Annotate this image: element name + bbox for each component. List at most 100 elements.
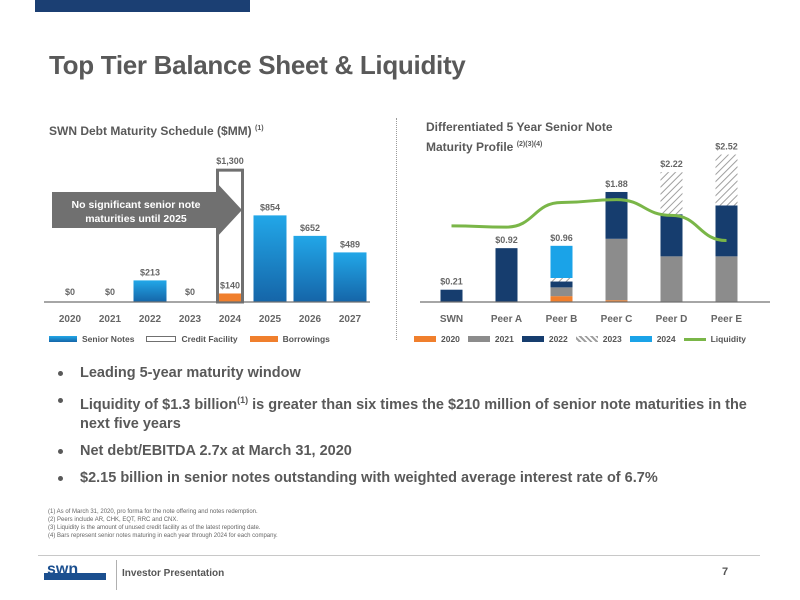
legend-swatch <box>683 337 706 341</box>
no-maturity-callout: No significant senior note maturities un… <box>52 182 242 238</box>
left-chart-title: SWN Debt Maturity Schedule ($MM) (1) <box>49 120 264 140</box>
tick-label: SWN <box>440 314 463 325</box>
data-label: $2.22 <box>660 159 683 169</box>
bar-segment-2022 <box>495 248 518 302</box>
callout-line-1: No significant senior note <box>72 199 201 211</box>
legend-label: 2024 <box>656 334 676 344</box>
tick-label: 2026 <box>299 314 322 325</box>
liquidity-line <box>451 198 727 243</box>
footnote: (2) Peers include AR, CHK, EQT, RRC and … <box>48 517 179 523</box>
right-chart-title-line-2-text: Maturity Profile <box>426 140 514 154</box>
panel-divider <box>396 118 397 340</box>
left-chart-legend: Senior Notes Credit Facility Borrowings <box>49 334 342 344</box>
bar-segment-2021 <box>550 287 573 297</box>
bullet-text: Liquidity of $1.3 billion(1) is greater … <box>80 395 747 432</box>
bullet-item: Net debt/EBITDA 2.7x at March 31, 2020 <box>58 442 758 461</box>
data-label: $1.88 <box>605 179 628 189</box>
legend-label: 2023 <box>602 334 622 344</box>
borrowings-bar <box>219 293 241 302</box>
company-logo: swn <box>44 560 106 580</box>
data-label: $0.96 <box>550 233 573 243</box>
legend-swatch <box>575 336 598 342</box>
data-label: $140 <box>220 280 240 290</box>
bar-segment-2020 <box>605 300 628 302</box>
tick-label: 2025 <box>259 314 282 325</box>
right-chart-title-line-1: Differentiated 5 Year Senior Note <box>426 120 613 134</box>
legend-swatch-borrowings <box>249 336 278 342</box>
tick-label: Peer D <box>656 314 688 325</box>
data-label: $652 <box>300 223 320 233</box>
tick-label: 2027 <box>339 314 362 325</box>
bar-segment-2022 <box>550 281 573 288</box>
bar-segment-2021 <box>605 238 628 301</box>
footer-label: Investor Presentation <box>122 568 225 579</box>
bar-segment-2022 <box>605 191 628 239</box>
page-title: Top Tier Balance Sheet & Liquidity <box>49 50 466 80</box>
total-label-2024: $1,300 <box>216 156 244 166</box>
legend-label-senior-notes: Senior Notes <box>82 334 135 344</box>
footnote: (4) Bars represent senior notes maturing… <box>48 533 278 539</box>
tick-label: 2022 <box>139 314 162 325</box>
legend-item-2022: 2022 <box>521 334 568 344</box>
legend-label: 2021 <box>494 334 514 344</box>
top-accent-bar <box>35 0 250 12</box>
bullet-item: Liquidity of $1.3 billion(1) is greater … <box>58 391 758 434</box>
senior-notes-bar <box>133 280 167 302</box>
right-chart-title: Differentiated 5 Year Senior Note Maturi… <box>426 119 613 156</box>
data-label: $213 <box>140 267 160 277</box>
legend-label: Liquidity <box>710 334 747 344</box>
legend-item-2020: 2020 <box>414 334 460 344</box>
page-number: 7 <box>722 566 729 578</box>
bullet-item: Leading 5-year maturity window <box>58 364 758 383</box>
tick-label: Peer A <box>491 314 522 325</box>
legend-item-liquidity: Liquidity <box>683 334 747 344</box>
bar-segment-2022 <box>660 214 683 257</box>
footnotes: (1) As of March 31, 2020, pro forma for … <box>48 508 278 540</box>
senior-notes-bar <box>253 215 287 302</box>
maturity-schedule-chart: $0 2020 $0 2021 $213 2022 $0 2023 $1,300 $140 2024… <box>44 156 370 325</box>
bullet-footnote-marker: (1) <box>237 395 249 405</box>
legend-item-2021: 2021 <box>467 334 514 344</box>
legend-label-credit-facility: Credit Facility <box>181 334 238 344</box>
senior-notes-bar <box>333 252 367 302</box>
legend-swatch <box>467 336 490 342</box>
legend-swatch <box>629 336 652 342</box>
bar-segment-2023 <box>660 172 683 215</box>
right-chart-title-line-2: Maturity Profile (2)(3)(4) <box>426 136 613 156</box>
tick-label: 2024 <box>219 314 242 325</box>
bar-segment-2021 <box>715 256 738 302</box>
legend-label-borrowings: Borrowings <box>282 334 330 344</box>
legend-borrowings: Borrowings <box>249 334 330 344</box>
legend-senior-notes: Senior Notes <box>49 334 134 344</box>
legend-label: 2022 <box>548 334 568 344</box>
data-label: $0 <box>185 287 195 297</box>
legend-item-2024: 2024 <box>629 334 676 344</box>
data-label: $854 <box>260 202 280 212</box>
callout-arrow-shape <box>52 182 242 238</box>
footnote: (3) Liquidity is the amount of unused cr… <box>48 525 261 531</box>
left-chart-title-text: SWN Debt Maturity Schedule ($MM) <box>49 124 252 138</box>
footer-divider <box>38 555 760 556</box>
legend-label: 2020 <box>441 334 460 344</box>
legend-swatch <box>521 336 544 342</box>
data-label: $2.52 <box>715 142 738 152</box>
tick-label: Peer E <box>711 314 742 325</box>
data-label: $489 <box>340 239 360 249</box>
footer-separator <box>116 560 117 590</box>
legend-swatch-credit-facility <box>146 336 177 342</box>
svg-text:swn: swn <box>47 561 78 578</box>
data-label: $0 <box>105 287 115 297</box>
tick-label: 2023 <box>179 314 202 325</box>
peer-maturity-profile-chart: $0.21 SWN $0.92 Peer A $0.96 Peer B $1.88 Peer … <box>420 142 770 325</box>
bar-segment-2023 <box>715 154 738 206</box>
legend-swatch-senior-notes <box>49 336 77 342</box>
left-chart-title-footnote: (1) <box>255 125 264 132</box>
legend-item-2023: 2023 <box>575 334 622 344</box>
bar-segment-2022 <box>440 289 463 302</box>
tick-label: Peer C <box>601 314 633 325</box>
data-label: $0.92 <box>495 235 518 245</box>
bullet-item: $2.15 billion in senior notes outstandin… <box>58 469 758 488</box>
legend-swatch <box>414 336 436 342</box>
right-chart-title-footnote: (2)(3)(4) <box>516 141 543 148</box>
legend-credit-facility: Credit Facility <box>146 334 238 344</box>
